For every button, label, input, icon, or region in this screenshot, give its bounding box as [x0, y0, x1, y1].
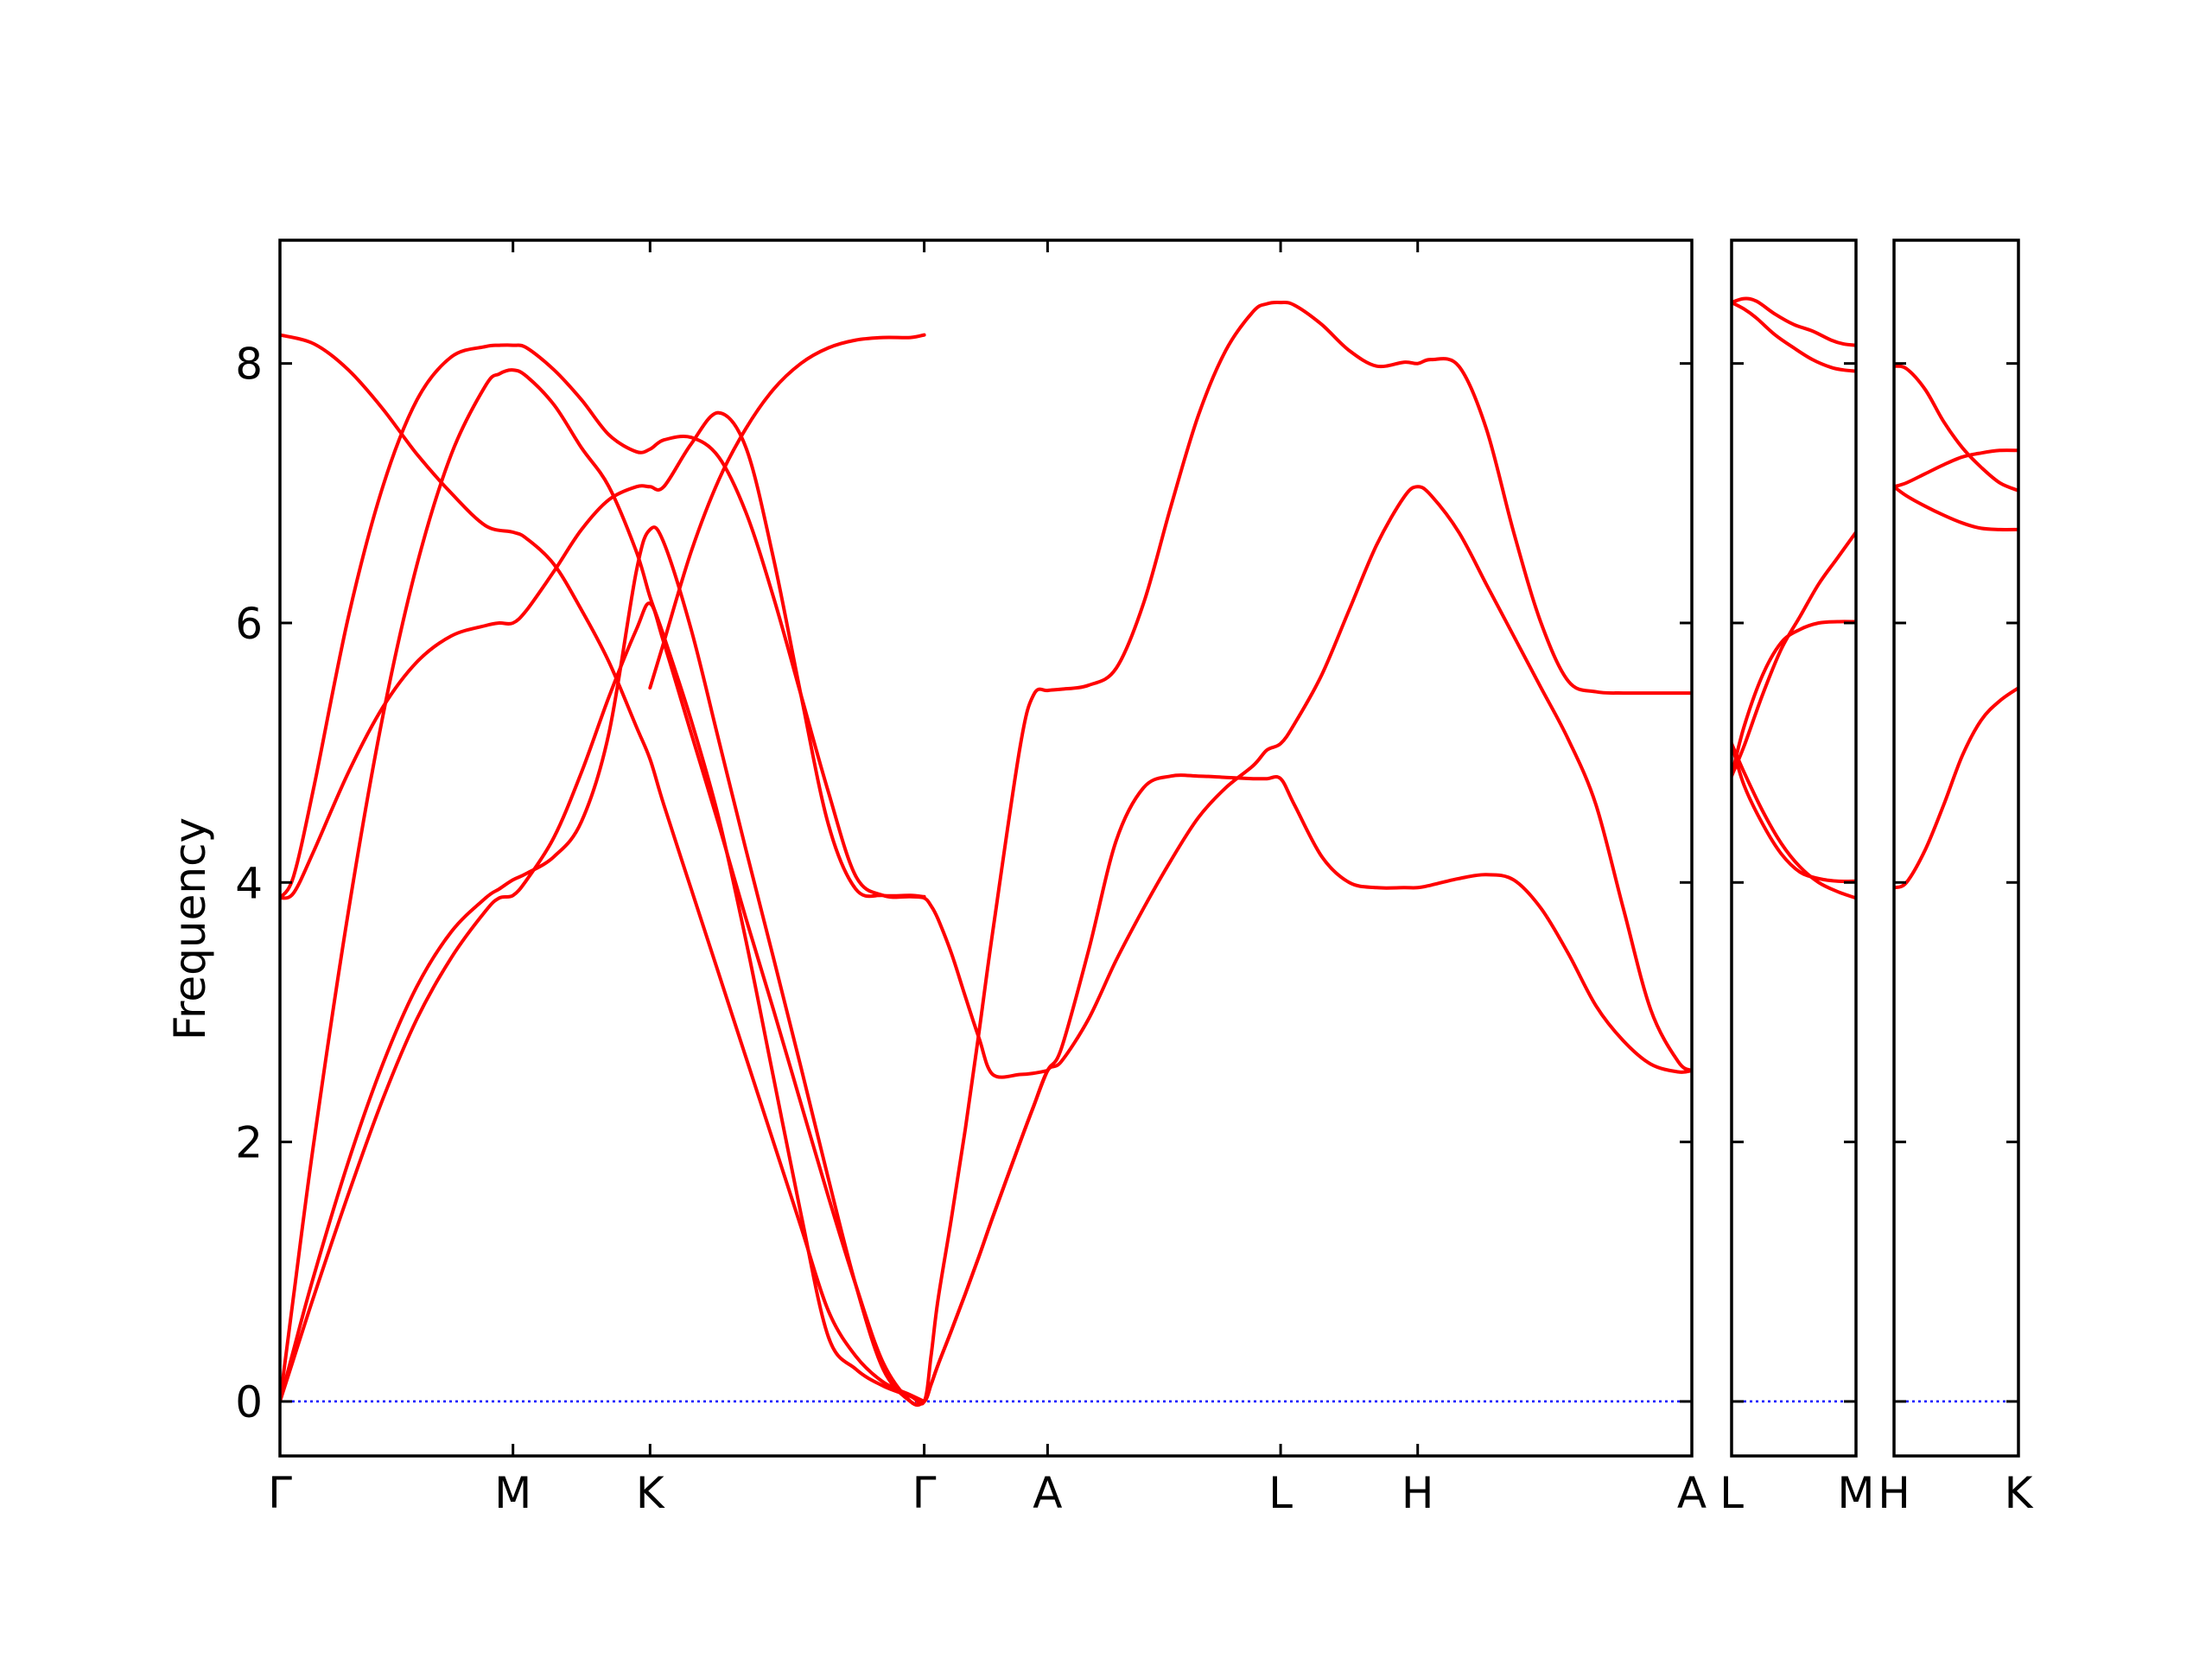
band-line-7	[648, 333, 926, 690]
panel-main: 0 2 4 6 8 Γ M K Γ A L H A	[235, 238, 1707, 1518]
x-tick-label: Γ	[268, 1468, 292, 1518]
panel-frame	[278, 238, 1694, 1458]
band-line-5	[280, 410, 926, 900]
y-tick-label: 4	[235, 858, 263, 908]
band-series-group	[1732, 296, 1856, 900]
band-line-4	[1894, 686, 2018, 890]
band-line-1	[1732, 296, 1856, 347]
x-tick-label: K	[2005, 1468, 2034, 1518]
y-tick-label: 8	[235, 340, 263, 390]
band-line-3	[1732, 530, 1856, 779]
band-line-1	[1894, 364, 2018, 493]
band-line-6	[1732, 741, 1856, 900]
y-tick-label: 6	[235, 599, 263, 649]
band-line-2	[280, 525, 1692, 1407]
x-tick-label: K	[636, 1468, 665, 1518]
x-tick-label: M	[494, 1468, 531, 1518]
panel-frame	[1730, 238, 1858, 1458]
x-tick-label: H	[1402, 1468, 1434, 1518]
x-tick-label: Γ	[912, 1468, 937, 1518]
y-axis-label: Frequency	[165, 817, 215, 1040]
y-tick-label: 0	[235, 1377, 263, 1427]
band-series-group	[280, 300, 1692, 1408]
band-series-group	[1894, 364, 2018, 890]
panel-frame	[1892, 238, 2020, 1458]
band-line-2	[1732, 301, 1856, 373]
x-tick-label: L	[1719, 1468, 1744, 1518]
x-tick-label: M	[1837, 1468, 1874, 1518]
band-line-3	[280, 300, 1692, 1406]
band-line-5	[1732, 741, 1856, 884]
band-line-6	[280, 333, 926, 1403]
band-line-2	[1894, 448, 2018, 489]
x-tick-label: H	[1878, 1468, 1910, 1518]
band-line-4	[1732, 620, 1856, 779]
band-line-3	[1894, 485, 2018, 531]
x-tick-label: A	[1677, 1468, 1707, 1518]
y-tick-label: 2	[235, 1118, 263, 1168]
x-tick-label: L	[1268, 1468, 1293, 1518]
x-tick-label: A	[1033, 1468, 1062, 1518]
